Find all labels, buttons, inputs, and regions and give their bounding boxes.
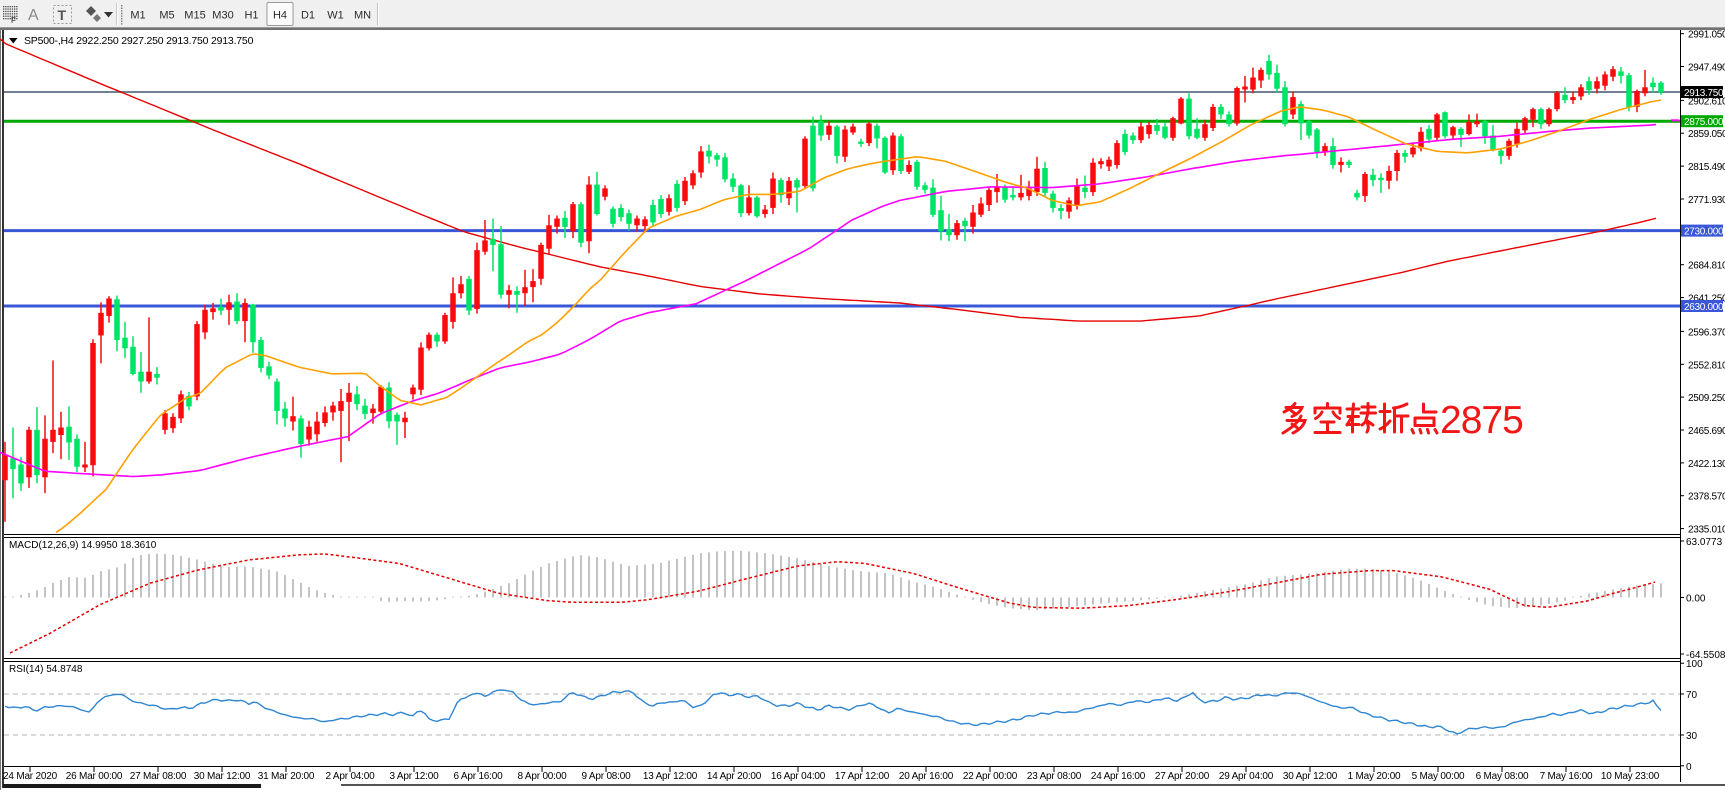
svg-text:MACD(12,26,9) 14.9950 18.3610: MACD(12,26,9) 14.9950 18.3610 xyxy=(9,540,157,551)
svg-text:M1: M1 xyxy=(130,10,145,22)
svg-text:2859.050: 2859.050 xyxy=(1688,129,1725,140)
svg-text:2509.250: 2509.250 xyxy=(1688,393,1725,404)
svg-text:2422.130: 2422.130 xyxy=(1688,459,1725,470)
svg-text:2815.490: 2815.490 xyxy=(1688,162,1725,173)
svg-text:16 Apr 04:00: 16 Apr 04:00 xyxy=(771,771,826,782)
svg-text:-64.5508: -64.5508 xyxy=(1686,650,1725,661)
svg-text:2875: 2875 xyxy=(1440,399,1523,442)
svg-text:2630.000: 2630.000 xyxy=(1684,302,1724,313)
svg-text:A: A xyxy=(28,7,39,24)
svg-text:17 Apr 12:00: 17 Apr 12:00 xyxy=(835,771,890,782)
svg-text:2991.050: 2991.050 xyxy=(1688,30,1725,41)
svg-text:2335.010: 2335.010 xyxy=(1688,525,1725,536)
svg-text:D1: D1 xyxy=(301,10,315,22)
svg-text:F: F xyxy=(11,16,16,25)
svg-text:2684.810: 2684.810 xyxy=(1688,261,1725,272)
svg-text:2913.750: 2913.750 xyxy=(1684,88,1724,99)
svg-text:T: T xyxy=(58,7,67,23)
svg-text:63.0773: 63.0773 xyxy=(1686,537,1723,548)
svg-text:30: 30 xyxy=(1686,731,1698,742)
svg-text:26 Mar 00:00: 26 Mar 00:00 xyxy=(66,771,123,782)
svg-text:H1: H1 xyxy=(244,10,258,22)
svg-text:1 May 20:00: 1 May 20:00 xyxy=(1348,771,1401,782)
svg-text:SP500-,H4 2922.250 2927.250 2: SP500-,H4 2922.250 2927.250 2913.750 291… xyxy=(24,35,254,47)
svg-text:MN: MN xyxy=(354,10,371,22)
svg-text:M15: M15 xyxy=(184,10,205,22)
svg-text:30 Apr 12:00: 30 Apr 12:00 xyxy=(1283,771,1338,782)
svg-text:27 Mar 08:00: 27 Mar 08:00 xyxy=(130,771,187,782)
svg-text:5 May 00:00: 5 May 00:00 xyxy=(1412,771,1465,782)
svg-text:2771.930: 2771.930 xyxy=(1688,195,1725,206)
svg-text:M30: M30 xyxy=(212,10,233,22)
svg-text:13 Apr 12:00: 13 Apr 12:00 xyxy=(643,771,698,782)
svg-text:22 Apr 00:00: 22 Apr 00:00 xyxy=(963,771,1018,782)
svg-text:0.00: 0.00 xyxy=(1686,594,1706,605)
svg-text:8 Apr 00:00: 8 Apr 00:00 xyxy=(518,771,568,782)
svg-text:6 May 08:00: 6 May 08:00 xyxy=(1476,771,1529,782)
svg-text:14 Apr 20:00: 14 Apr 20:00 xyxy=(707,771,762,782)
svg-text:29 Apr 04:00: 29 Apr 04:00 xyxy=(1219,771,1274,782)
svg-text:7 May 16:00: 7 May 16:00 xyxy=(1540,771,1593,782)
svg-text:2465.690: 2465.690 xyxy=(1688,426,1725,437)
svg-text:2730.000: 2730.000 xyxy=(1684,227,1724,238)
svg-text:3 Apr 12:00: 3 Apr 12:00 xyxy=(390,771,440,782)
svg-text:31 Mar 20:00: 31 Mar 20:00 xyxy=(258,771,315,782)
svg-text:2 Apr 04:00: 2 Apr 04:00 xyxy=(326,771,376,782)
svg-text:2641.250: 2641.250 xyxy=(1688,294,1725,305)
svg-text:6 Apr 16:00: 6 Apr 16:00 xyxy=(454,771,504,782)
svg-text:RSI(14) 54.8748: RSI(14) 54.8748 xyxy=(9,664,83,675)
svg-text:27 Apr 20:00: 27 Apr 20:00 xyxy=(1155,771,1210,782)
svg-text:2947.490: 2947.490 xyxy=(1688,63,1725,74)
svg-text:24 Mar 2020: 24 Mar 2020 xyxy=(3,771,58,782)
svg-text:20 Apr 16:00: 20 Apr 16:00 xyxy=(899,771,954,782)
svg-text:M5: M5 xyxy=(159,10,174,22)
svg-text:23 Apr 08:00: 23 Apr 08:00 xyxy=(1027,771,1082,782)
svg-text:100: 100 xyxy=(1686,659,1703,670)
svg-text:10 May 23:00: 10 May 23:00 xyxy=(1601,771,1660,782)
svg-text:2875.000: 2875.000 xyxy=(1684,117,1724,128)
svg-text:9 Apr 08:00: 9 Apr 08:00 xyxy=(582,771,632,782)
svg-text:H4: H4 xyxy=(273,10,287,22)
svg-text:0: 0 xyxy=(1686,762,1692,773)
svg-text:2596.370: 2596.370 xyxy=(1688,327,1725,338)
svg-text:2552.810: 2552.810 xyxy=(1688,360,1725,371)
svg-text:W1: W1 xyxy=(327,10,344,22)
svg-text:2902.610: 2902.610 xyxy=(1688,96,1725,107)
svg-text:30 Mar 12:00: 30 Mar 12:00 xyxy=(194,771,251,782)
svg-text:70: 70 xyxy=(1686,690,1698,701)
svg-text:24 Apr 16:00: 24 Apr 16:00 xyxy=(1091,771,1146,782)
svg-text:2378.570: 2378.570 xyxy=(1688,492,1725,503)
